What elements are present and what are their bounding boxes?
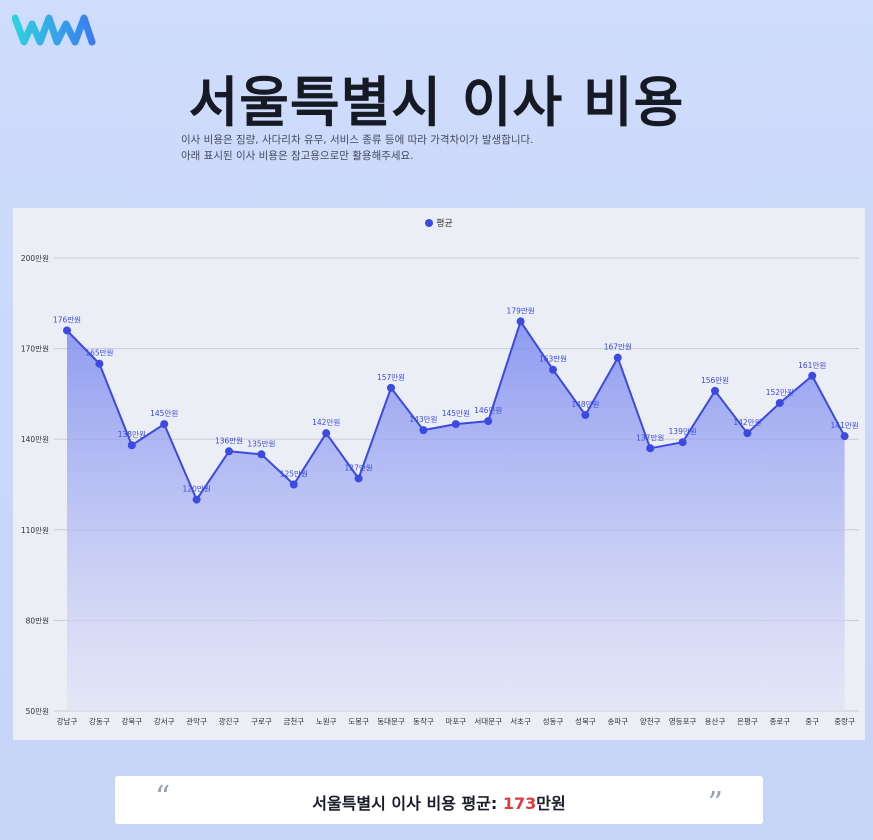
x-tick-label: 구로구 <box>251 717 272 726</box>
x-tick-label: 성북구 <box>575 717 596 726</box>
data-label: 136만원 <box>215 436 243 445</box>
x-tick-label: 관악구 <box>186 716 207 726</box>
chart-panel: 평균 50만원 80만원 110만원 140만원 170만원 200만원 176만원 165만… <box>13 208 865 740</box>
x-tick-label: 중구 <box>805 717 819 726</box>
close-quote-icon: ” <box>707 786 723 821</box>
data-label: 156만원 <box>701 376 729 385</box>
x-tick-label: 중랑구 <box>834 717 855 726</box>
data-point <box>160 420 169 429</box>
x-tick-label: 은평구 <box>737 716 758 726</box>
data-point <box>646 444 655 453</box>
data-point <box>354 474 363 483</box>
data-label: 142만원 <box>733 418 761 427</box>
data-point <box>775 398 784 407</box>
x-tick-label: 종로구 <box>769 717 790 726</box>
data-point <box>549 365 557 374</box>
data-label: 145만원 <box>150 409 178 418</box>
x-tick-label: 영등포구 <box>669 716 697 726</box>
data-label: 138만원 <box>118 430 146 439</box>
data-label: 143만원 <box>409 415 437 424</box>
data-point <box>840 432 849 441</box>
data-label: 157만원 <box>377 373 405 382</box>
data-label: 176만원 <box>53 315 81 324</box>
x-tick-label: 강서구 <box>154 716 175 726</box>
data-point <box>127 441 136 450</box>
x-tick-label: 양천구 <box>640 716 661 726</box>
data-point <box>322 429 331 438</box>
y-tick-label: 50만원 <box>26 707 49 716</box>
data-label: 137만원 <box>636 433 664 442</box>
data-label: 142만원 <box>312 418 340 427</box>
x-tick-label: 광진구 <box>219 716 240 726</box>
brand-logo-icon <box>12 14 96 46</box>
chart-legend[interactable]: 평균 <box>13 216 865 229</box>
data-point <box>484 417 493 426</box>
data-point <box>257 450 266 459</box>
x-tick-label: 강북구 <box>121 716 142 726</box>
x-tick-label: 도봉구 <box>348 717 369 726</box>
legend-label: 평균 <box>436 219 453 229</box>
average-label: 서울특별시 이사 비용 평균: <box>312 794 503 813</box>
data-label: 165만원 <box>85 349 113 358</box>
data-point <box>743 429 752 438</box>
series-area-fill <box>67 321 845 711</box>
x-tick-label: 마포구 <box>445 717 466 726</box>
data-label: 152만원 <box>766 388 794 397</box>
x-tick-label: 노원구 <box>316 717 337 726</box>
open-quote-icon: “ <box>155 780 171 815</box>
data-label: 141만원 <box>831 421 859 430</box>
data-label: 139만원 <box>669 427 697 436</box>
data-label: 145만원 <box>442 409 470 418</box>
y-tick-label: 200만원 <box>21 254 49 263</box>
page-title: 서울특별시 이사 비용 <box>188 71 685 134</box>
average-summary-box: “ 서울특별시 이사 비용 평균: 173만원 ” <box>115 776 763 824</box>
data-point <box>289 480 298 489</box>
data-label: 125만원 <box>280 470 308 479</box>
x-tick-label: 성동구 <box>543 717 564 726</box>
x-tick-label: 송파구 <box>607 717 628 726</box>
y-tick-label: 140만원 <box>21 435 49 444</box>
data-label: 163만원 <box>539 355 567 364</box>
x-tick-label: 동대문구 <box>377 717 405 726</box>
y-tick-label: 170만원 <box>21 345 49 354</box>
y-tick-label: 110만원 <box>21 526 49 535</box>
description-line: 이사 비용은 짐량, 사다리차 유무, 서비스 종류 등에 따라 가격차이가 발… <box>181 134 534 146</box>
data-point <box>419 426 428 435</box>
x-tick-label: 동작구 <box>413 716 434 726</box>
x-tick-label: 서대문구 <box>474 717 502 726</box>
data-label: 146만원 <box>474 406 502 415</box>
data-point <box>451 420 460 429</box>
legend-marker <box>425 219 434 227</box>
description-line: 아래 표시된 이사 비용은 참고용으로만 활용해주세요. <box>181 150 414 162</box>
description: 이사 비용은 짐량, 사다리차 유무, 서비스 종류 등에 따라 가격차이가 발… <box>181 132 534 164</box>
data-label: 148만원 <box>571 400 599 409</box>
data-point <box>516 317 525 326</box>
data-label: 167만원 <box>604 343 632 352</box>
data-point <box>808 371 817 380</box>
data-point <box>581 411 590 420</box>
x-tick-label: 용산구 <box>705 716 726 726</box>
data-label: 127만원 <box>345 463 373 472</box>
x-tick-label: 금천구 <box>283 716 304 726</box>
area-chart: 50만원 80만원 110만원 140만원 170만원 200만원 176만원 165만원 13… <box>21 254 859 726</box>
x-tick-label: 강동구 <box>89 716 110 726</box>
data-label: 161만원 <box>798 361 826 370</box>
data-point <box>225 447 233 456</box>
average-unit: 만원 <box>536 794 566 813</box>
x-tick-label: 서초구 <box>510 717 531 726</box>
average-summary-text: 서울특별시 이사 비용 평균: 173만원 <box>115 790 763 814</box>
data-point <box>613 353 622 362</box>
data-point <box>192 495 201 504</box>
data-point <box>678 438 687 447</box>
y-tick-label: 80만원 <box>26 616 49 625</box>
data-label: 179만원 <box>507 306 535 315</box>
data-label: 135만원 <box>247 439 275 448</box>
data-label: 120만원 <box>183 485 211 494</box>
average-value: 173 <box>502 794 537 813</box>
data-point <box>95 359 104 368</box>
data-point <box>63 326 71 335</box>
data-point <box>387 383 395 392</box>
x-tick-label: 강남구 <box>57 716 78 726</box>
data-point <box>711 386 719 395</box>
